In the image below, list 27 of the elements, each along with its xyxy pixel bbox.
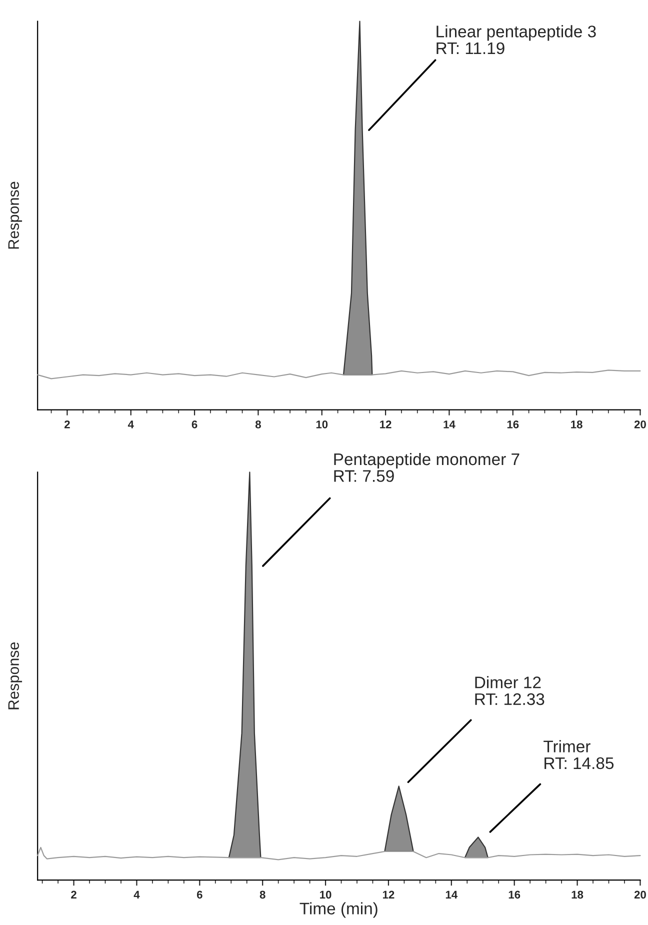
annotation: Trimer RT: 14.85 — [544, 740, 614, 770]
x-tick-label: 12 — [380, 420, 392, 428]
x-tick-label: 18 — [571, 420, 582, 428]
x-tick-label: 20 — [634, 420, 646, 428]
x-tick-label: 14 — [444, 420, 456, 428]
y-axis-title: Response — [8, 182, 22, 249]
x-tick-label: 16 — [508, 890, 520, 899]
x-tick-label: 10 — [320, 890, 332, 899]
x-tick-label: 10 — [316, 420, 328, 428]
x-tick-label: 18 — [572, 890, 584, 899]
x-tick-label: 2 — [71, 890, 76, 899]
annotation: Pentapeptide monomer 7 RT: 7.59 — [334, 452, 520, 482]
x-tick-label: 16 — [507, 420, 519, 428]
x-tick-label: 12 — [382, 890, 394, 899]
x-axis-title: Time (min) — [300, 902, 378, 918]
x-tick-label: 2 — [64, 420, 70, 428]
annotation: Linear pentapeptide 3 RT: 11.19 — [436, 25, 596, 54]
x-tick-label: 4 — [134, 890, 140, 899]
x-tick-label: 6 — [192, 420, 198, 428]
x-tick-label: 4 — [128, 420, 134, 428]
x-tick-label: 20 — [634, 890, 646, 899]
x-tick-label: 8 — [255, 420, 261, 428]
y-axis-title: Response — [8, 642, 22, 710]
annotation: Dimer 12 RT: 12.33 — [475, 676, 544, 706]
x-tick-label: 8 — [260, 890, 266, 899]
x-tick-label: 14 — [446, 890, 458, 899]
x-tick-label: 6 — [196, 890, 202, 899]
